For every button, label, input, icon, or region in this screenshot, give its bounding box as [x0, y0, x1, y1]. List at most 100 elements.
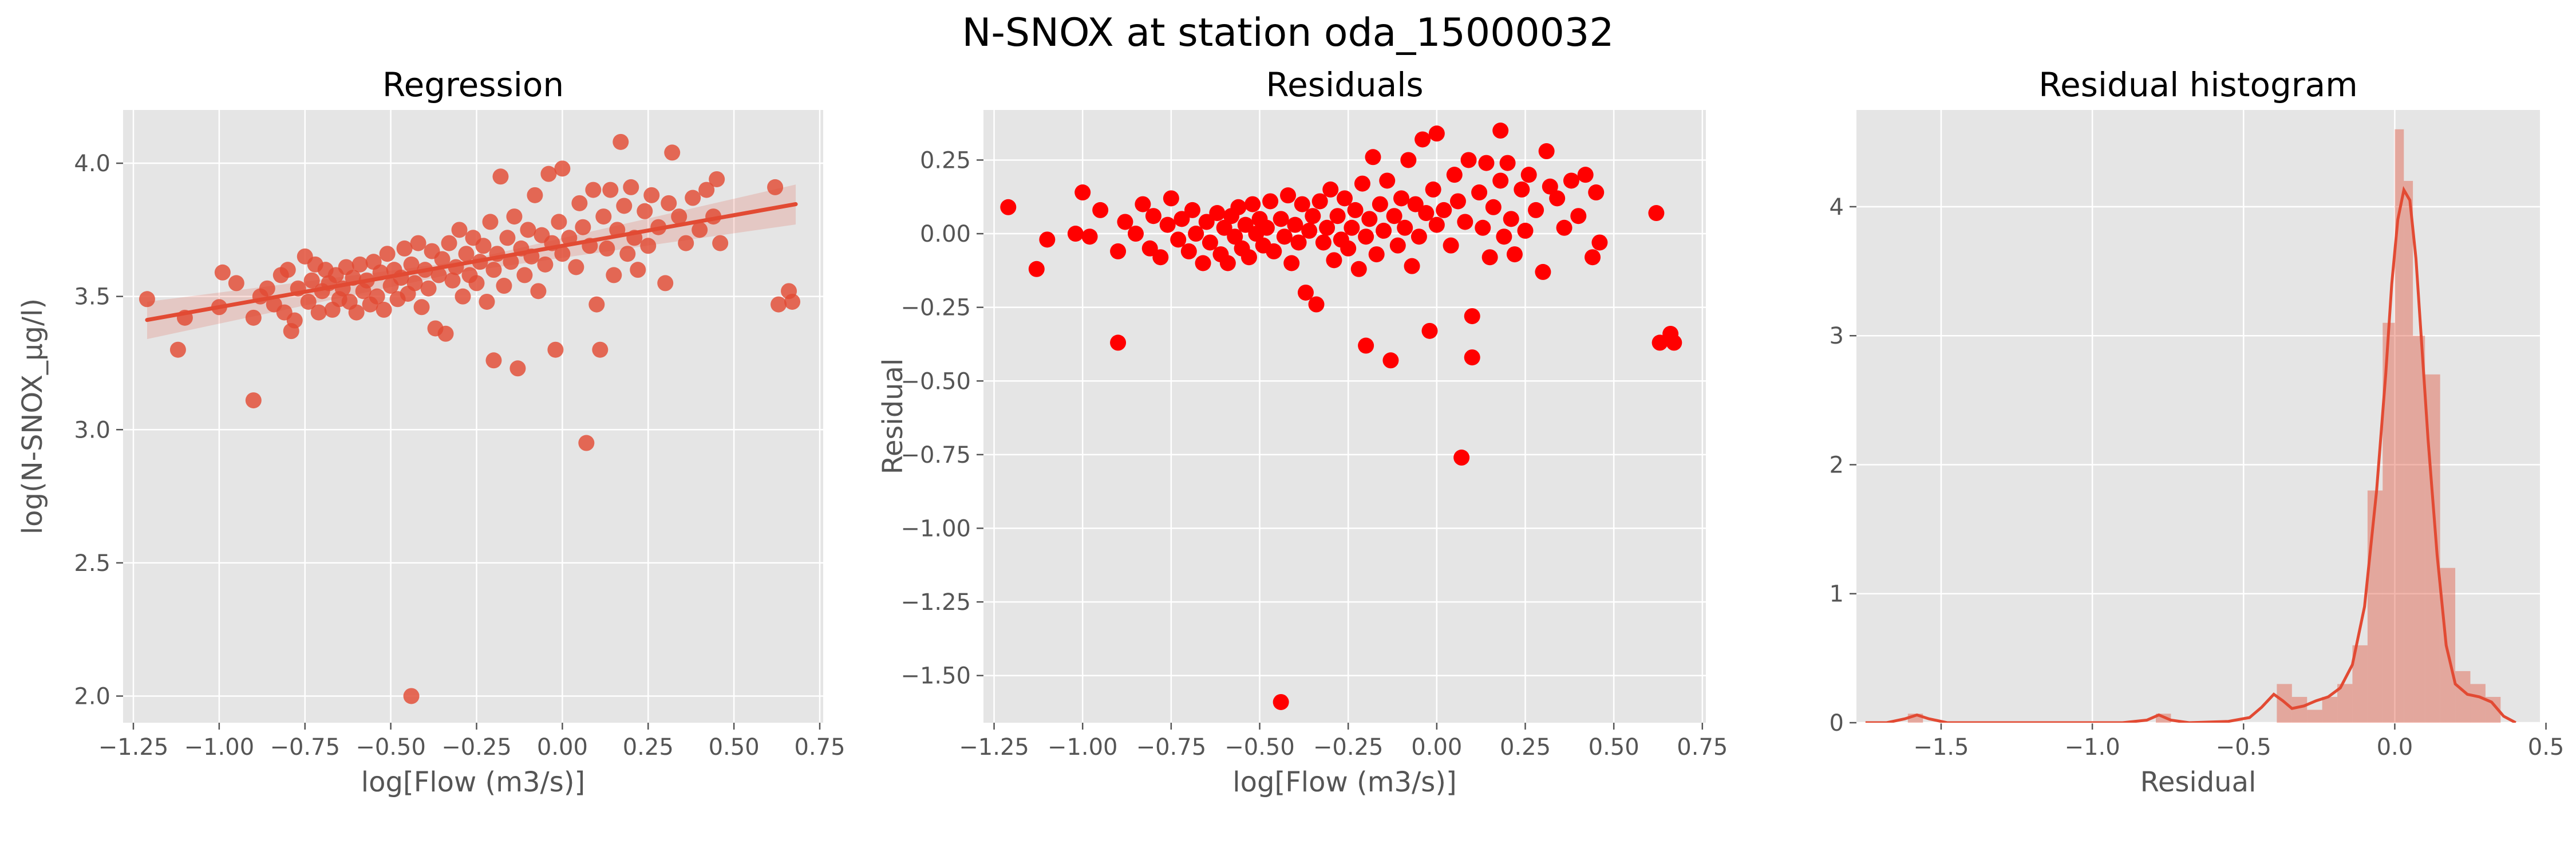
y-tick-label: 3.5	[74, 284, 110, 310]
data-point	[1407, 196, 1424, 212]
data-point	[540, 166, 557, 182]
data-point	[1141, 240, 1158, 257]
x-tick-label: −1.25	[98, 734, 169, 761]
data-point	[1436, 202, 1452, 218]
data-point	[1039, 231, 1056, 248]
y-tick-label: 3.0	[74, 417, 110, 443]
histogram-bar	[2395, 129, 2404, 723]
data-point	[1425, 181, 1441, 198]
panel-title: Regression	[382, 65, 564, 104]
data-point	[286, 312, 303, 329]
data-point	[396, 240, 413, 257]
data-point	[530, 283, 547, 300]
y-tick-label: 0.00	[920, 221, 971, 247]
data-point	[214, 264, 231, 281]
data-point	[1170, 231, 1187, 248]
data-point	[310, 304, 327, 321]
y-tick-label: 4.0	[74, 151, 110, 177]
regression-panel: −1.25 −1.00 −0.75 −0.50 −0.25 0.00 0.25 0.50 0.7…	[17, 65, 846, 798]
data-point	[1428, 216, 1445, 233]
x-tick-label: −1.00	[1048, 734, 1118, 761]
y-tick-label: 3	[1830, 323, 1844, 349]
x-tick-label: 0.50	[1589, 734, 1639, 761]
y-tick-label: 0	[1830, 710, 1844, 736]
y-tick-label: −0.25	[900, 295, 971, 321]
data-point	[1163, 190, 1179, 207]
data-point	[1301, 222, 1318, 239]
data-point	[1549, 190, 1566, 207]
data-point	[1418, 205, 1435, 222]
histogram-bar	[2307, 710, 2322, 723]
data-point	[1305, 208, 1321, 224]
data-point	[485, 352, 502, 369]
data-point	[771, 296, 787, 313]
histogram-bar	[2413, 336, 2425, 723]
data-point	[1471, 184, 1488, 201]
x-tick-label: −0.50	[1224, 734, 1295, 761]
data-point	[1240, 249, 1257, 266]
data-point	[279, 262, 296, 278]
data-point	[1397, 219, 1413, 236]
data-point	[1506, 246, 1523, 263]
data-point	[430, 267, 447, 283]
x-tick-label: 0.75	[794, 734, 845, 761]
data-point	[1365, 149, 1381, 166]
x-tick-label: 0.25	[1500, 734, 1551, 761]
data-point	[1460, 152, 1477, 168]
histogram-bar	[2337, 684, 2353, 723]
x-tick-label: 0.25	[623, 734, 674, 761]
data-point	[1464, 308, 1480, 325]
histogram-bar	[2291, 696, 2308, 723]
data-point	[1174, 211, 1190, 227]
data-point	[516, 267, 533, 283]
data-point	[1219, 255, 1236, 271]
data-point	[1478, 155, 1495, 171]
x-tick-label: 0.5	[2528, 734, 2565, 761]
data-point	[698, 182, 715, 198]
data-point	[1538, 143, 1555, 160]
x-tick-label: −0.25	[1313, 734, 1384, 761]
data-point	[468, 275, 485, 291]
data-point	[1485, 199, 1502, 215]
y-tick-label: −1.25	[900, 589, 971, 616]
data-point	[1481, 249, 1498, 266]
x-tick-label: −0.75	[1136, 734, 1207, 761]
data-point	[444, 272, 461, 289]
data-point	[1195, 255, 1211, 271]
data-point	[537, 256, 554, 273]
data-point	[441, 235, 457, 251]
data-point	[1528, 202, 1544, 218]
figure-title: N-SNOX at station oda_15000032	[962, 10, 1614, 56]
data-point	[561, 230, 578, 246]
data-point	[1492, 172, 1509, 189]
y-tick-label: −1.00	[900, 515, 971, 542]
data-point	[509, 360, 526, 377]
data-point	[575, 219, 591, 235]
data-point	[1464, 349, 1480, 366]
data-point	[1110, 334, 1127, 351]
data-point	[406, 275, 423, 291]
data-point	[1152, 249, 1169, 266]
data-point	[1202, 234, 1218, 251]
data-point	[1216, 219, 1232, 236]
data-point	[376, 301, 392, 318]
data-point	[492, 168, 509, 185]
data-point	[1368, 246, 1385, 263]
y-axis-label: Residual	[877, 358, 909, 475]
data-point	[1514, 181, 1530, 198]
data-point	[1400, 152, 1417, 168]
data-point	[664, 144, 681, 161]
histogram-bar	[2322, 696, 2338, 723]
data-point	[1404, 258, 1420, 274]
data-point	[1340, 240, 1357, 257]
data-point	[169, 341, 186, 358]
data-point	[1188, 226, 1204, 242]
data-point	[300, 293, 317, 310]
data-point	[1376, 222, 1392, 239]
histogram-bar	[2440, 568, 2456, 723]
x-tick-label: −1.25	[959, 734, 1029, 761]
data-point	[351, 256, 368, 273]
data-point	[1520, 167, 1537, 183]
data-point	[1421, 322, 1438, 339]
x-tick-label: 0.50	[709, 734, 760, 761]
